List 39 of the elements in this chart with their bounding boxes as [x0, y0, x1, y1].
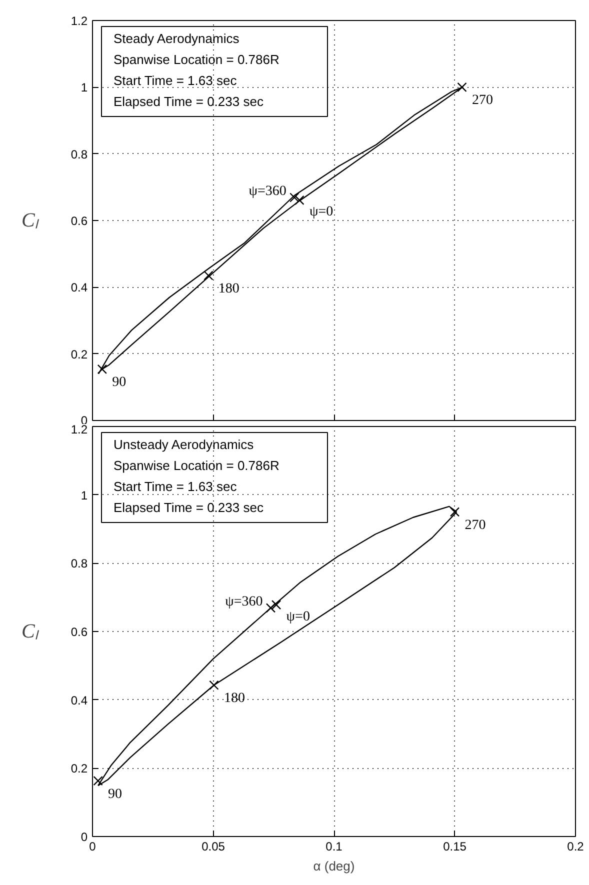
y-axis-title: Cₗ — [21, 620, 40, 642]
x-axis-title: α (deg) — [313, 858, 355, 874]
y-tick-label: 0.6 — [70, 214, 88, 228]
annotation: ψ=360 — [248, 184, 286, 199]
y-tick-label: 1.2 — [70, 14, 88, 28]
annotation: Elapsed Time = 0.233 sec — [114, 94, 264, 109]
x-tick-label: 0.15 — [443, 840, 467, 854]
y-tick-label: 1 — [80, 488, 88, 502]
annotation: 180 — [224, 691, 245, 706]
y-tick-label: 0.4 — [70, 280, 88, 295]
y-tick-label: 0.8 — [70, 147, 88, 162]
annotation: Start Time = 1.63 sec — [114, 73, 238, 88]
x-tick-label: 0.2 — [567, 840, 584, 854]
annotation: Elapsed Time = 0.233 sec — [114, 500, 264, 515]
y-tick-label: 0.2 — [70, 762, 88, 776]
y-tick-label: 0.8 — [70, 556, 88, 571]
x-tick-label: 0.1 — [326, 840, 343, 854]
y-tick-label: 0 — [80, 830, 88, 844]
annotation: Unsteady Aerodynamics — [114, 437, 254, 452]
y-tick-label: 0.4 — [70, 693, 88, 708]
annotation: Spanwise Location = 0.786R — [114, 52, 280, 67]
y-tick-label: 0.2 — [70, 347, 88, 362]
y-tick-label: 0.6 — [70, 625, 88, 639]
annotation: 270 — [464, 518, 486, 533]
annotation: 90 — [108, 786, 122, 802]
annotation: ψ=0 — [309, 204, 334, 220]
annotation: ψ=360 — [225, 594, 263, 610]
annotation: Steady Aerodynamics — [114, 31, 240, 46]
annotation: 180 — [218, 282, 240, 296]
annotation: Spanwise Location = 0.786R — [114, 458, 280, 473]
annotation: ψ=0 — [286, 609, 310, 624]
annotation: Start Time = 1.63 sec — [114, 479, 238, 494]
annotation: 270 — [472, 93, 493, 108]
x-tick-label: 0.05 — [202, 840, 226, 854]
y-tick-label: 1 — [80, 80, 88, 95]
y-tick-label: 1.2 — [70, 422, 88, 436]
x-tick-label: 0 — [89, 840, 96, 854]
annotation: 90 — [112, 375, 126, 390]
y-axis-title: Cₗ — [21, 210, 40, 232]
